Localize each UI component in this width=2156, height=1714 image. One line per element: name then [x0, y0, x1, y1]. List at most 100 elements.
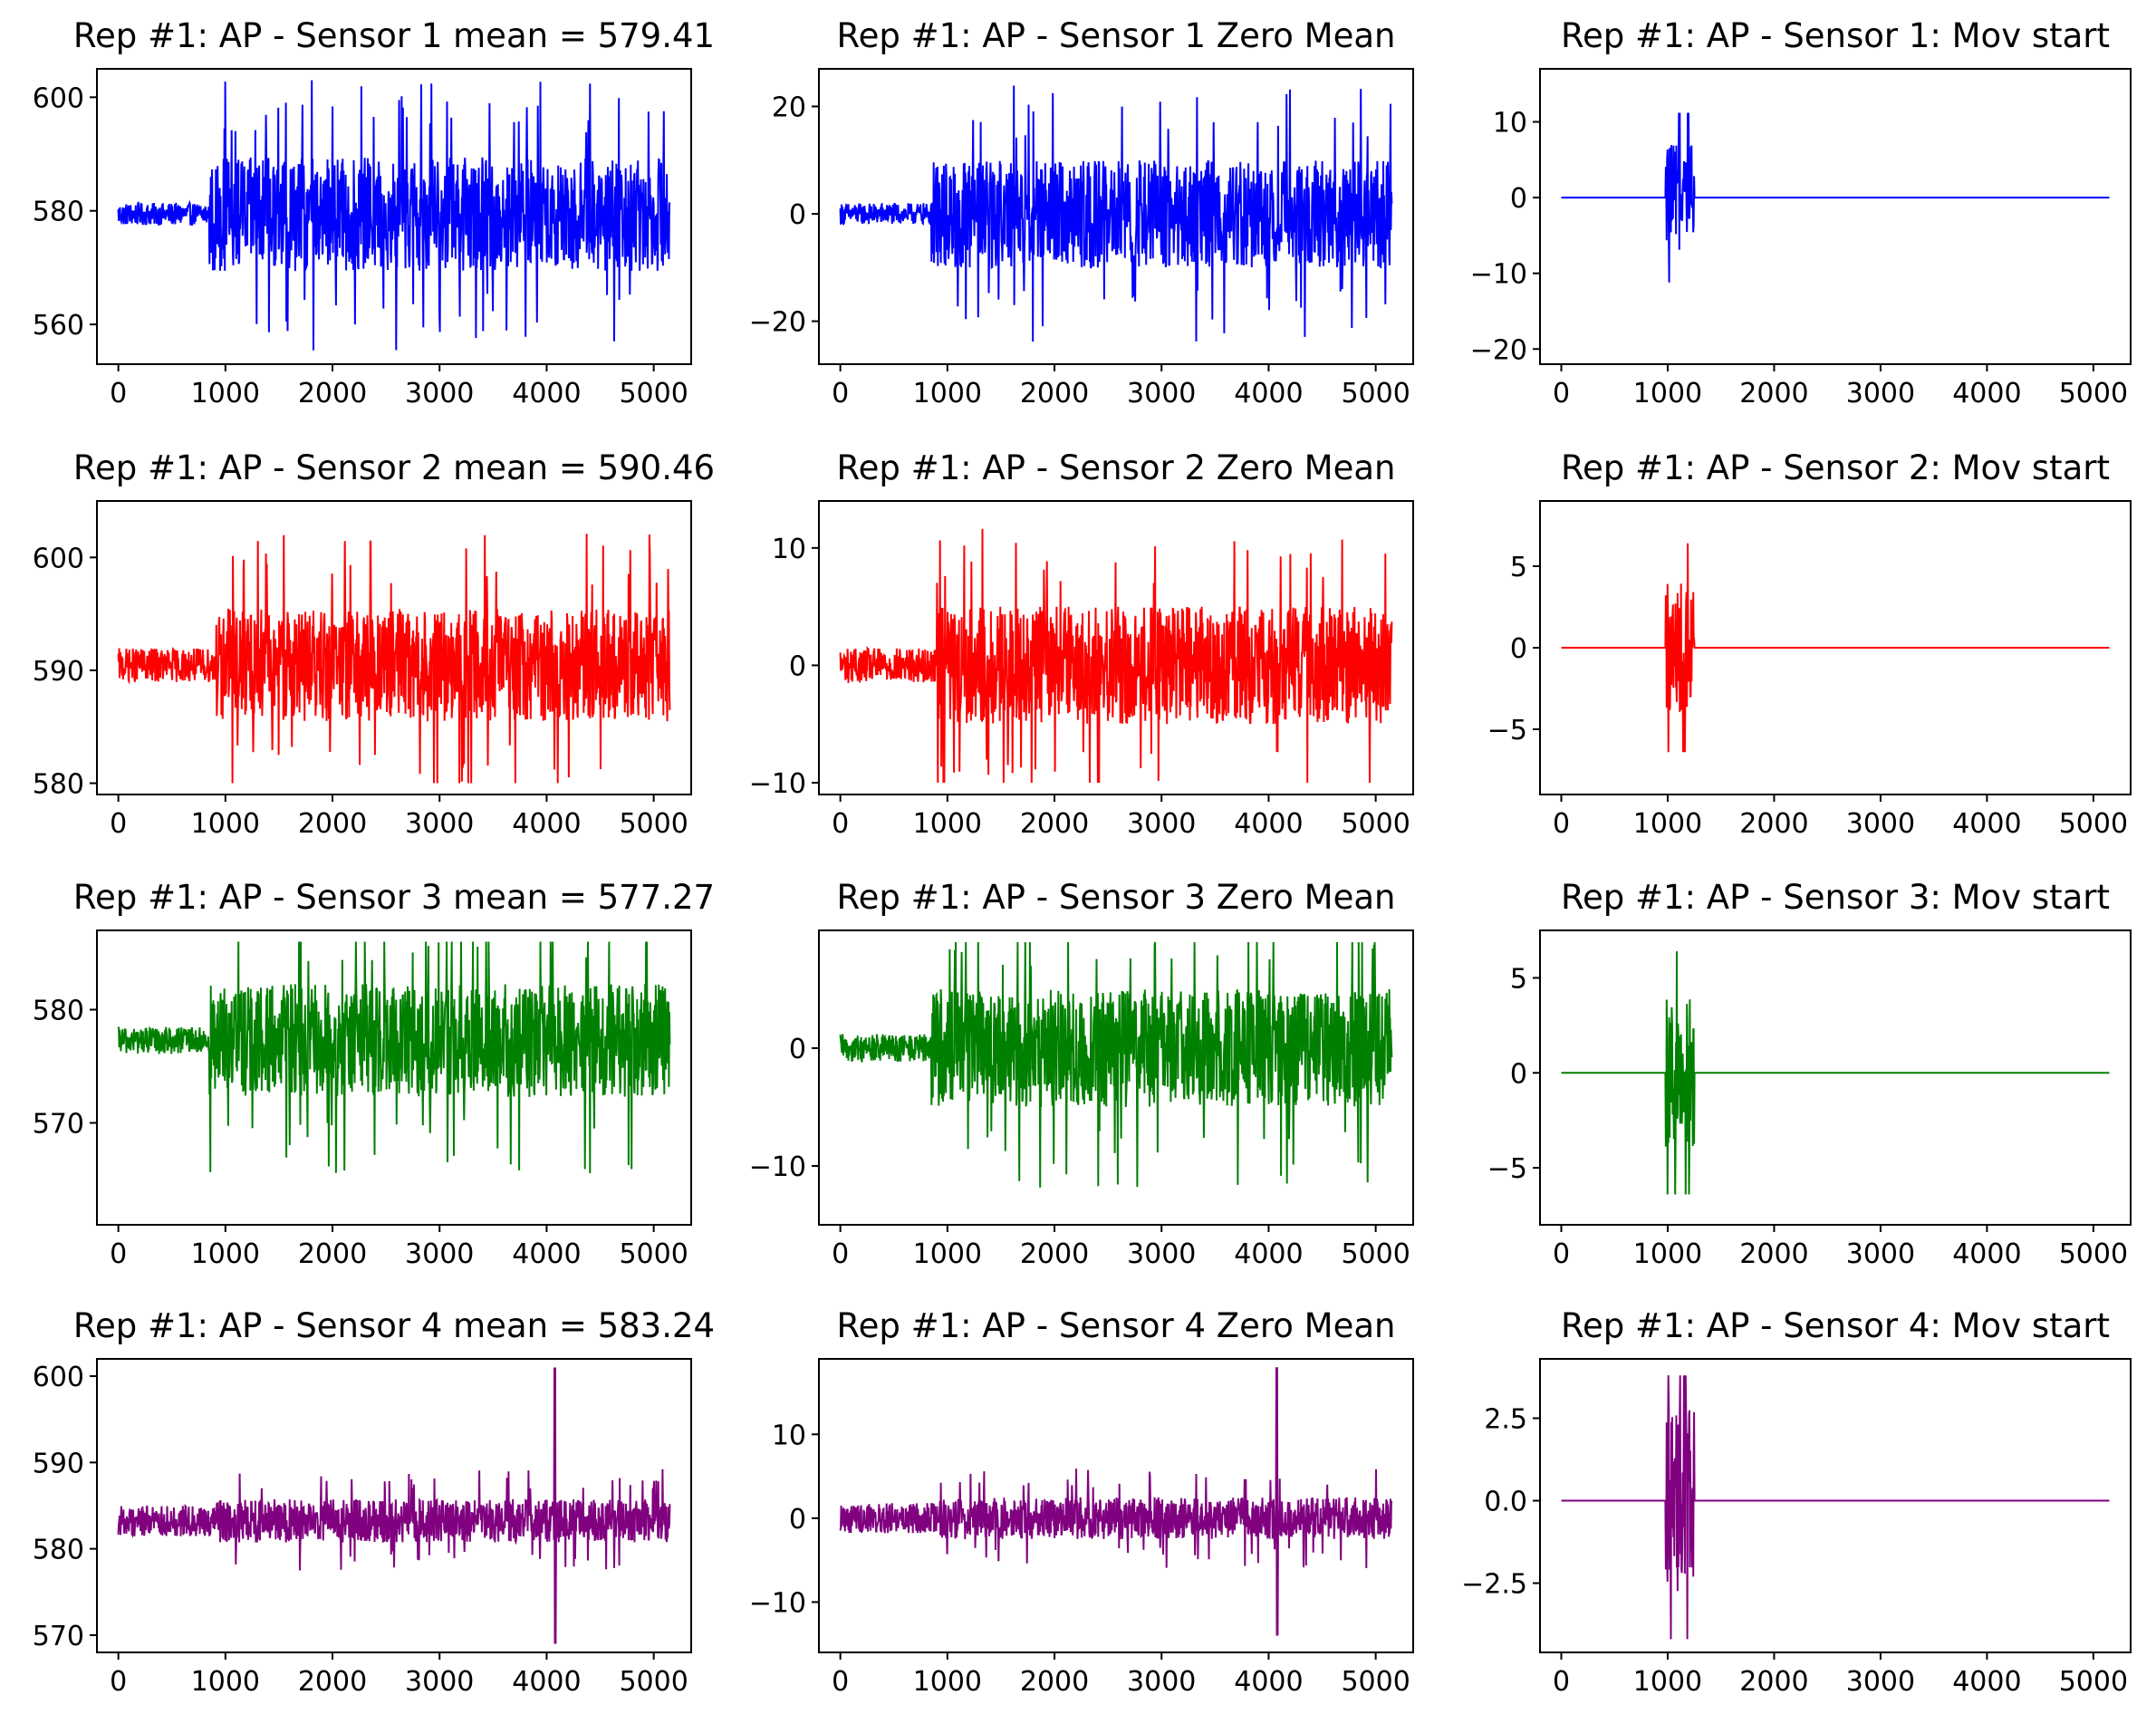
x-tick-label: 0 — [110, 378, 127, 409]
x-tick-label: 2000 — [1739, 1238, 1808, 1270]
y-tick-label: −2.5 — [1461, 1569, 1527, 1601]
signal-line — [117, 1367, 671, 1644]
subplot-title: Rep #1: AP - Sensor 4: Mov start — [1561, 1306, 2110, 1345]
x-tick-label: 0 — [832, 808, 849, 840]
subplot-title: Rep #1: AP - Sensor 4 mean = 583.24 — [73, 1306, 715, 1345]
y-tick-label: 0 — [1510, 1058, 1527, 1090]
plot-frame — [1539, 1358, 2132, 1653]
y-tick-label: −10 — [749, 1587, 806, 1619]
plot-frame — [1539, 929, 2132, 1226]
x-tick-label: 5000 — [619, 378, 688, 409]
x-tick-label: 2000 — [1020, 1666, 1089, 1698]
x-tick-label: 4000 — [1234, 378, 1303, 409]
subplot-title: Rep #1: AP - Sensor 3: Mov start — [1561, 878, 2110, 917]
plot-frame — [1539, 68, 2132, 365]
y-tick-label: −20 — [749, 307, 806, 339]
x-tick-label: 1000 — [191, 378, 260, 409]
y-tick-label: 5 — [1510, 963, 1527, 995]
x-tick-label: 4000 — [1234, 1666, 1303, 1698]
y-tick-label: 580 — [33, 197, 84, 228]
subplot-9: Rep #1: AP - Sensor 3: Mov start 0 1000 200… — [1487, 878, 2132, 1270]
x-tick-label: 2000 — [1739, 378, 1808, 409]
y-tick-label: 600 — [33, 1362, 84, 1393]
plot-frame — [818, 1358, 1414, 1653]
subplot-title: Rep #1: AP - Sensor 1: Mov start — [1561, 16, 2110, 55]
x-tick-label: 0 — [832, 1666, 849, 1698]
x-tick-label: 0 — [832, 1238, 849, 1270]
x-tick-label: 0 — [1553, 378, 1570, 409]
y-tick-label: 590 — [33, 1448, 84, 1479]
x-tick-label: 2000 — [1020, 378, 1089, 409]
y-tick-label: −10 — [749, 768, 806, 800]
x-tick-label: 4000 — [1234, 1238, 1303, 1270]
x-tick-label: 3000 — [1127, 378, 1196, 409]
plot-frame — [96, 929, 692, 1226]
y-tick-label: 600 — [33, 543, 84, 574]
y-tick-label: 5 — [1510, 552, 1527, 583]
y-tick-label: 580 — [33, 769, 84, 801]
y-tick-label: 10 — [772, 1420, 806, 1451]
signal-line — [117, 80, 671, 351]
plot-frame — [818, 929, 1414, 1226]
x-tick-label: 1000 — [191, 808, 260, 840]
x-tick-label: 3000 — [405, 1666, 474, 1698]
y-tick-label: 0 — [789, 1504, 806, 1536]
x-tick-label: 5000 — [1341, 378, 1410, 409]
signal-line — [117, 534, 671, 784]
x-tick-label: 0 — [832, 378, 849, 409]
subplot-title: Rep #1: AP - Sensor 2: Mov start — [1561, 448, 2110, 487]
x-tick-label: 1000 — [1633, 1666, 1702, 1698]
x-tick-label: 3000 — [1846, 378, 1915, 409]
x-tick-label: 2000 — [298, 808, 367, 840]
subplot-4: Rep #1: AP - Sensor 2 mean = 590.46 0 1000… — [33, 448, 715, 840]
y-tick-label: 0 — [1510, 183, 1527, 215]
x-tick-label: 2000 — [1739, 808, 1808, 840]
x-tick-label: 4000 — [1952, 378, 2021, 409]
x-tick-label: 2000 — [298, 1666, 367, 1698]
y-tick-label: 560 — [33, 310, 84, 342]
x-tick-label: 2000 — [298, 1238, 367, 1270]
y-tick-label: 0 — [789, 199, 806, 231]
y-tick-label: 0.0 — [1484, 1487, 1527, 1518]
y-tick-label: 0 — [789, 1034, 806, 1065]
y-tick-label: −20 — [1470, 334, 1527, 366]
subplot-7: Rep #1: AP - Sensor 3 mean = 577.27 0 1000… — [33, 878, 715, 1270]
x-tick-label: 0 — [110, 1238, 127, 1270]
x-tick-label: 3000 — [1127, 1666, 1196, 1698]
signal-line — [839, 528, 1393, 784]
subplot-3: Rep #1: AP - Sensor 1: Mov start 0 1000 200… — [1470, 16, 2132, 409]
x-tick-label: 3000 — [1846, 1666, 1915, 1698]
x-tick-label: 1000 — [1633, 378, 1702, 409]
x-tick-label: 2000 — [1739, 1666, 1808, 1698]
x-tick-label: 4000 — [1952, 1238, 2021, 1270]
signal-line — [839, 1367, 1393, 1636]
x-tick-label: 3000 — [405, 1238, 474, 1270]
subplot-6: Rep #1: AP - Sensor 2: Mov start 0 1000 200… — [1487, 448, 2132, 840]
y-tick-label: 570 — [33, 1109, 84, 1141]
subplot-title: Rep #1: AP - Sensor 1 Zero Mean — [837, 16, 1396, 55]
x-tick-label: 4000 — [512, 1666, 581, 1698]
plot-frame — [96, 1358, 692, 1653]
subplot-2: Rep #1: AP - Sensor 1 Zero Mean 0 1000 2000… — [749, 16, 1414, 409]
y-tick-label: 10 — [1493, 108, 1527, 140]
subplot-title: Rep #1: AP - Sensor 3 mean = 577.27 — [73, 878, 715, 917]
x-tick-label: 1000 — [191, 1666, 260, 1698]
x-tick-label: 1000 — [1633, 808, 1702, 840]
subplot-title: Rep #1: AP - Sensor 1 mean = 579.41 — [73, 16, 715, 55]
x-tick-label: 4000 — [512, 808, 581, 840]
x-tick-label: 1000 — [1633, 1238, 1702, 1270]
y-tick-label: −5 — [1487, 1153, 1527, 1185]
y-tick-label: −5 — [1487, 715, 1527, 746]
x-tick-label: 4000 — [1952, 1666, 2021, 1698]
x-tick-label: 1000 — [913, 808, 982, 840]
y-tick-label: 2.5 — [1484, 1404, 1527, 1436]
plot-frame — [96, 68, 692, 365]
subplot-8: Rep #1: AP - Sensor 3 Zero Mean 0 1000 2000… — [749, 878, 1414, 1270]
y-tick-label: 580 — [33, 1535, 84, 1566]
x-tick-label: 0 — [1553, 1238, 1570, 1270]
y-tick-label: 590 — [33, 656, 84, 688]
x-tick-label: 1000 — [913, 1666, 982, 1698]
subplot-title: Rep #1: AP - Sensor 2 Zero Mean — [837, 448, 1396, 487]
x-tick-label: 1000 — [913, 1238, 982, 1270]
